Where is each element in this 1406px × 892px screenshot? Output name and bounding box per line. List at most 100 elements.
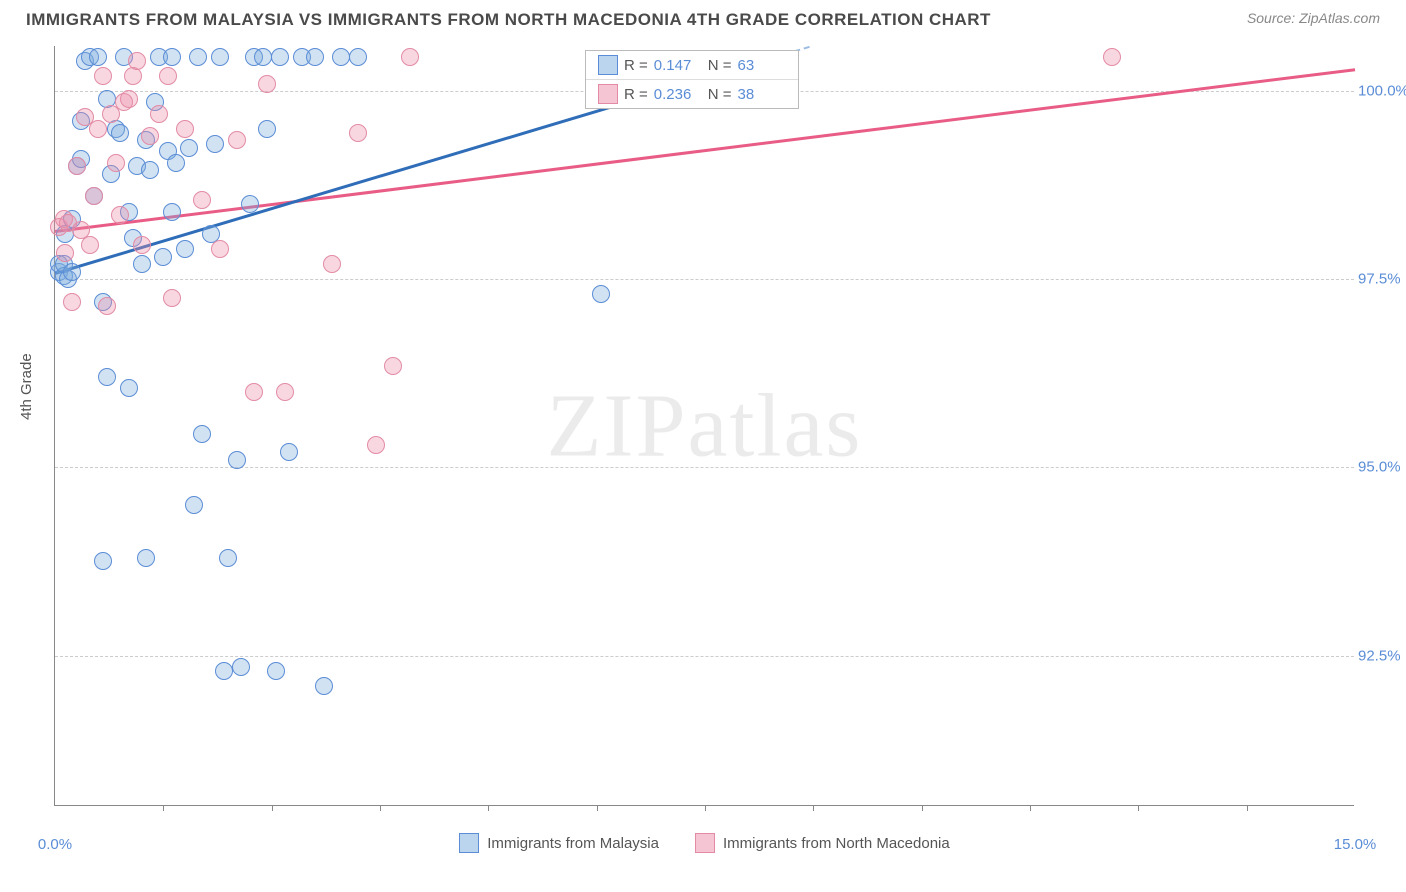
data-point (258, 75, 276, 93)
r-value: 0.147 (654, 57, 702, 74)
data-point (315, 677, 333, 695)
data-point (133, 236, 151, 254)
gridline (55, 656, 1354, 657)
data-point (267, 662, 285, 680)
data-point (94, 552, 112, 570)
x-tick (488, 805, 489, 811)
x-tick (597, 805, 598, 811)
x-tick (1247, 805, 1248, 811)
legend-row: R = 0.147 N = 63 (586, 51, 798, 80)
data-point (63, 293, 81, 311)
data-point (133, 255, 151, 273)
data-point (193, 425, 211, 443)
data-point (98, 297, 116, 315)
data-point (111, 206, 129, 224)
data-point (128, 52, 146, 70)
x-tick (705, 805, 706, 811)
square-icon (459, 833, 479, 853)
n-label: N = (708, 86, 732, 103)
data-point (592, 285, 610, 303)
data-point (68, 157, 86, 175)
data-point (332, 48, 350, 66)
chart-title: IMMIGRANTS FROM MALAYSIA VS IMMIGRANTS F… (26, 10, 991, 30)
x-tick (163, 805, 164, 811)
data-point (159, 67, 177, 85)
data-point (111, 124, 129, 142)
data-point (219, 549, 237, 567)
square-icon (598, 55, 618, 75)
data-point (211, 240, 229, 258)
legend-item: Immigrants from Malaysia (459, 833, 659, 853)
r-label: R = (624, 86, 648, 103)
n-value: 38 (738, 86, 786, 103)
data-point (150, 105, 168, 123)
x-tick (922, 805, 923, 811)
data-point (89, 120, 107, 138)
source-attribution: Source: ZipAtlas.com (1247, 10, 1380, 26)
data-point (141, 127, 159, 145)
data-point (163, 203, 181, 221)
data-point (163, 48, 181, 66)
data-point (176, 120, 194, 138)
data-point (107, 154, 125, 172)
r-value: 0.236 (654, 86, 702, 103)
data-point (232, 658, 250, 676)
legend-row: R = 0.236 N = 38 (586, 80, 798, 108)
data-point (167, 154, 185, 172)
data-point (245, 383, 263, 401)
x-tick (272, 805, 273, 811)
data-point (189, 48, 207, 66)
data-point (163, 289, 181, 307)
data-point (89, 48, 107, 66)
data-point (228, 451, 246, 469)
y-tick-label: 95.0% (1358, 459, 1406, 476)
data-point (1103, 48, 1121, 66)
data-point (180, 139, 198, 157)
correlation-legend: R = 0.147 N = 63 R = 0.236 N = 38 (585, 50, 799, 109)
n-value: 63 (738, 57, 786, 74)
x-tick (1138, 805, 1139, 811)
data-point (306, 48, 324, 66)
data-point (349, 124, 367, 142)
plot-area: 92.5%95.0%97.5%100.0%0.0%15.0% (55, 46, 1354, 805)
legend-item: Immigrants from North Macedonia (695, 833, 950, 853)
x-tick (813, 805, 814, 811)
data-point (120, 90, 138, 108)
data-point (81, 236, 99, 254)
data-point (215, 662, 233, 680)
data-point (193, 191, 211, 209)
data-point (276, 383, 294, 401)
square-icon (598, 84, 618, 104)
data-point (85, 187, 103, 205)
data-point (241, 195, 259, 213)
data-point (120, 379, 138, 397)
data-point (323, 255, 341, 273)
data-point (185, 496, 203, 514)
data-point (94, 67, 112, 85)
data-point (56, 244, 74, 262)
data-point (258, 120, 276, 138)
scatter-chart: 92.5%95.0%97.5%100.0%0.0%15.0% ZIPatlas … (54, 46, 1354, 806)
data-point (349, 48, 367, 66)
data-point (137, 549, 155, 567)
data-point (206, 135, 224, 153)
r-label: R = (624, 57, 648, 74)
x-tick (1030, 805, 1031, 811)
series-legend: Immigrants from Malaysia Immigrants from… (55, 833, 1354, 853)
legend-label: Immigrants from Malaysia (487, 835, 659, 852)
gridline (55, 279, 1354, 280)
data-point (154, 248, 172, 266)
data-point (228, 131, 246, 149)
data-point (211, 48, 229, 66)
y-tick-label: 97.5% (1358, 271, 1406, 288)
n-label: N = (708, 57, 732, 74)
data-point (401, 48, 419, 66)
data-point (271, 48, 289, 66)
data-point (367, 436, 385, 454)
data-point (63, 263, 81, 281)
data-point (98, 368, 116, 386)
y-tick-label: 100.0% (1358, 83, 1406, 100)
data-point (384, 357, 402, 375)
legend-label: Immigrants from North Macedonia (723, 835, 950, 852)
y-tick-label: 92.5% (1358, 647, 1406, 664)
